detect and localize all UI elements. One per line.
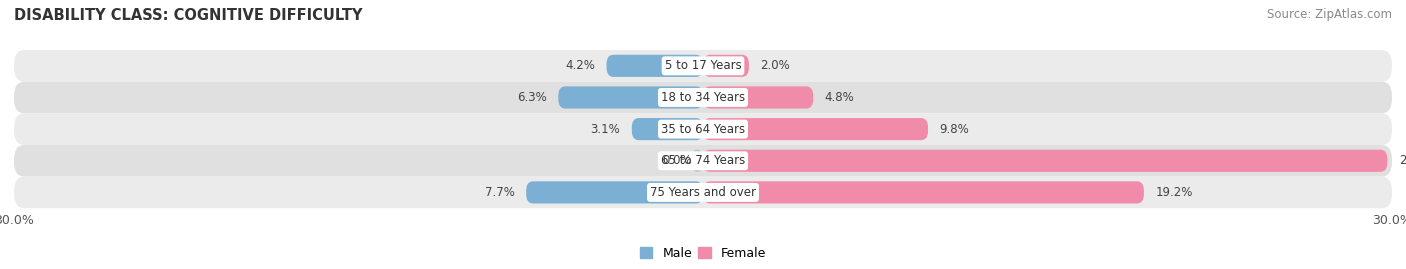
Text: 6.3%: 6.3% xyxy=(517,91,547,104)
FancyBboxPatch shape xyxy=(14,113,1392,145)
FancyBboxPatch shape xyxy=(558,86,703,109)
Text: 65 to 74 Years: 65 to 74 Years xyxy=(661,154,745,167)
FancyBboxPatch shape xyxy=(14,50,1392,82)
Text: 35 to 64 Years: 35 to 64 Years xyxy=(661,123,745,136)
Text: 5 to 17 Years: 5 to 17 Years xyxy=(665,59,741,72)
Text: 29.8%: 29.8% xyxy=(1399,154,1406,167)
Legend: Male, Female: Male, Female xyxy=(636,242,770,265)
FancyBboxPatch shape xyxy=(606,55,703,77)
FancyBboxPatch shape xyxy=(703,150,1388,172)
FancyBboxPatch shape xyxy=(526,181,703,203)
FancyBboxPatch shape xyxy=(14,145,1392,176)
FancyBboxPatch shape xyxy=(703,118,928,140)
Text: 4.2%: 4.2% xyxy=(565,59,595,72)
Text: 3.1%: 3.1% xyxy=(591,123,620,136)
FancyBboxPatch shape xyxy=(14,82,1392,113)
Text: 9.8%: 9.8% xyxy=(939,123,969,136)
Text: 19.2%: 19.2% xyxy=(1156,186,1192,199)
FancyBboxPatch shape xyxy=(14,176,1392,208)
FancyBboxPatch shape xyxy=(703,55,749,77)
Text: Source: ZipAtlas.com: Source: ZipAtlas.com xyxy=(1267,8,1392,21)
Text: 0.0%: 0.0% xyxy=(662,154,692,167)
Text: 2.0%: 2.0% xyxy=(761,59,790,72)
Text: 75 Years and over: 75 Years and over xyxy=(650,186,756,199)
FancyBboxPatch shape xyxy=(692,150,703,172)
FancyBboxPatch shape xyxy=(631,118,703,140)
Text: 4.8%: 4.8% xyxy=(825,91,855,104)
Text: 18 to 34 Years: 18 to 34 Years xyxy=(661,91,745,104)
Text: 7.7%: 7.7% xyxy=(485,186,515,199)
FancyBboxPatch shape xyxy=(703,86,813,109)
FancyBboxPatch shape xyxy=(703,181,1144,203)
Text: DISABILITY CLASS: COGNITIVE DIFFICULTY: DISABILITY CLASS: COGNITIVE DIFFICULTY xyxy=(14,8,363,23)
